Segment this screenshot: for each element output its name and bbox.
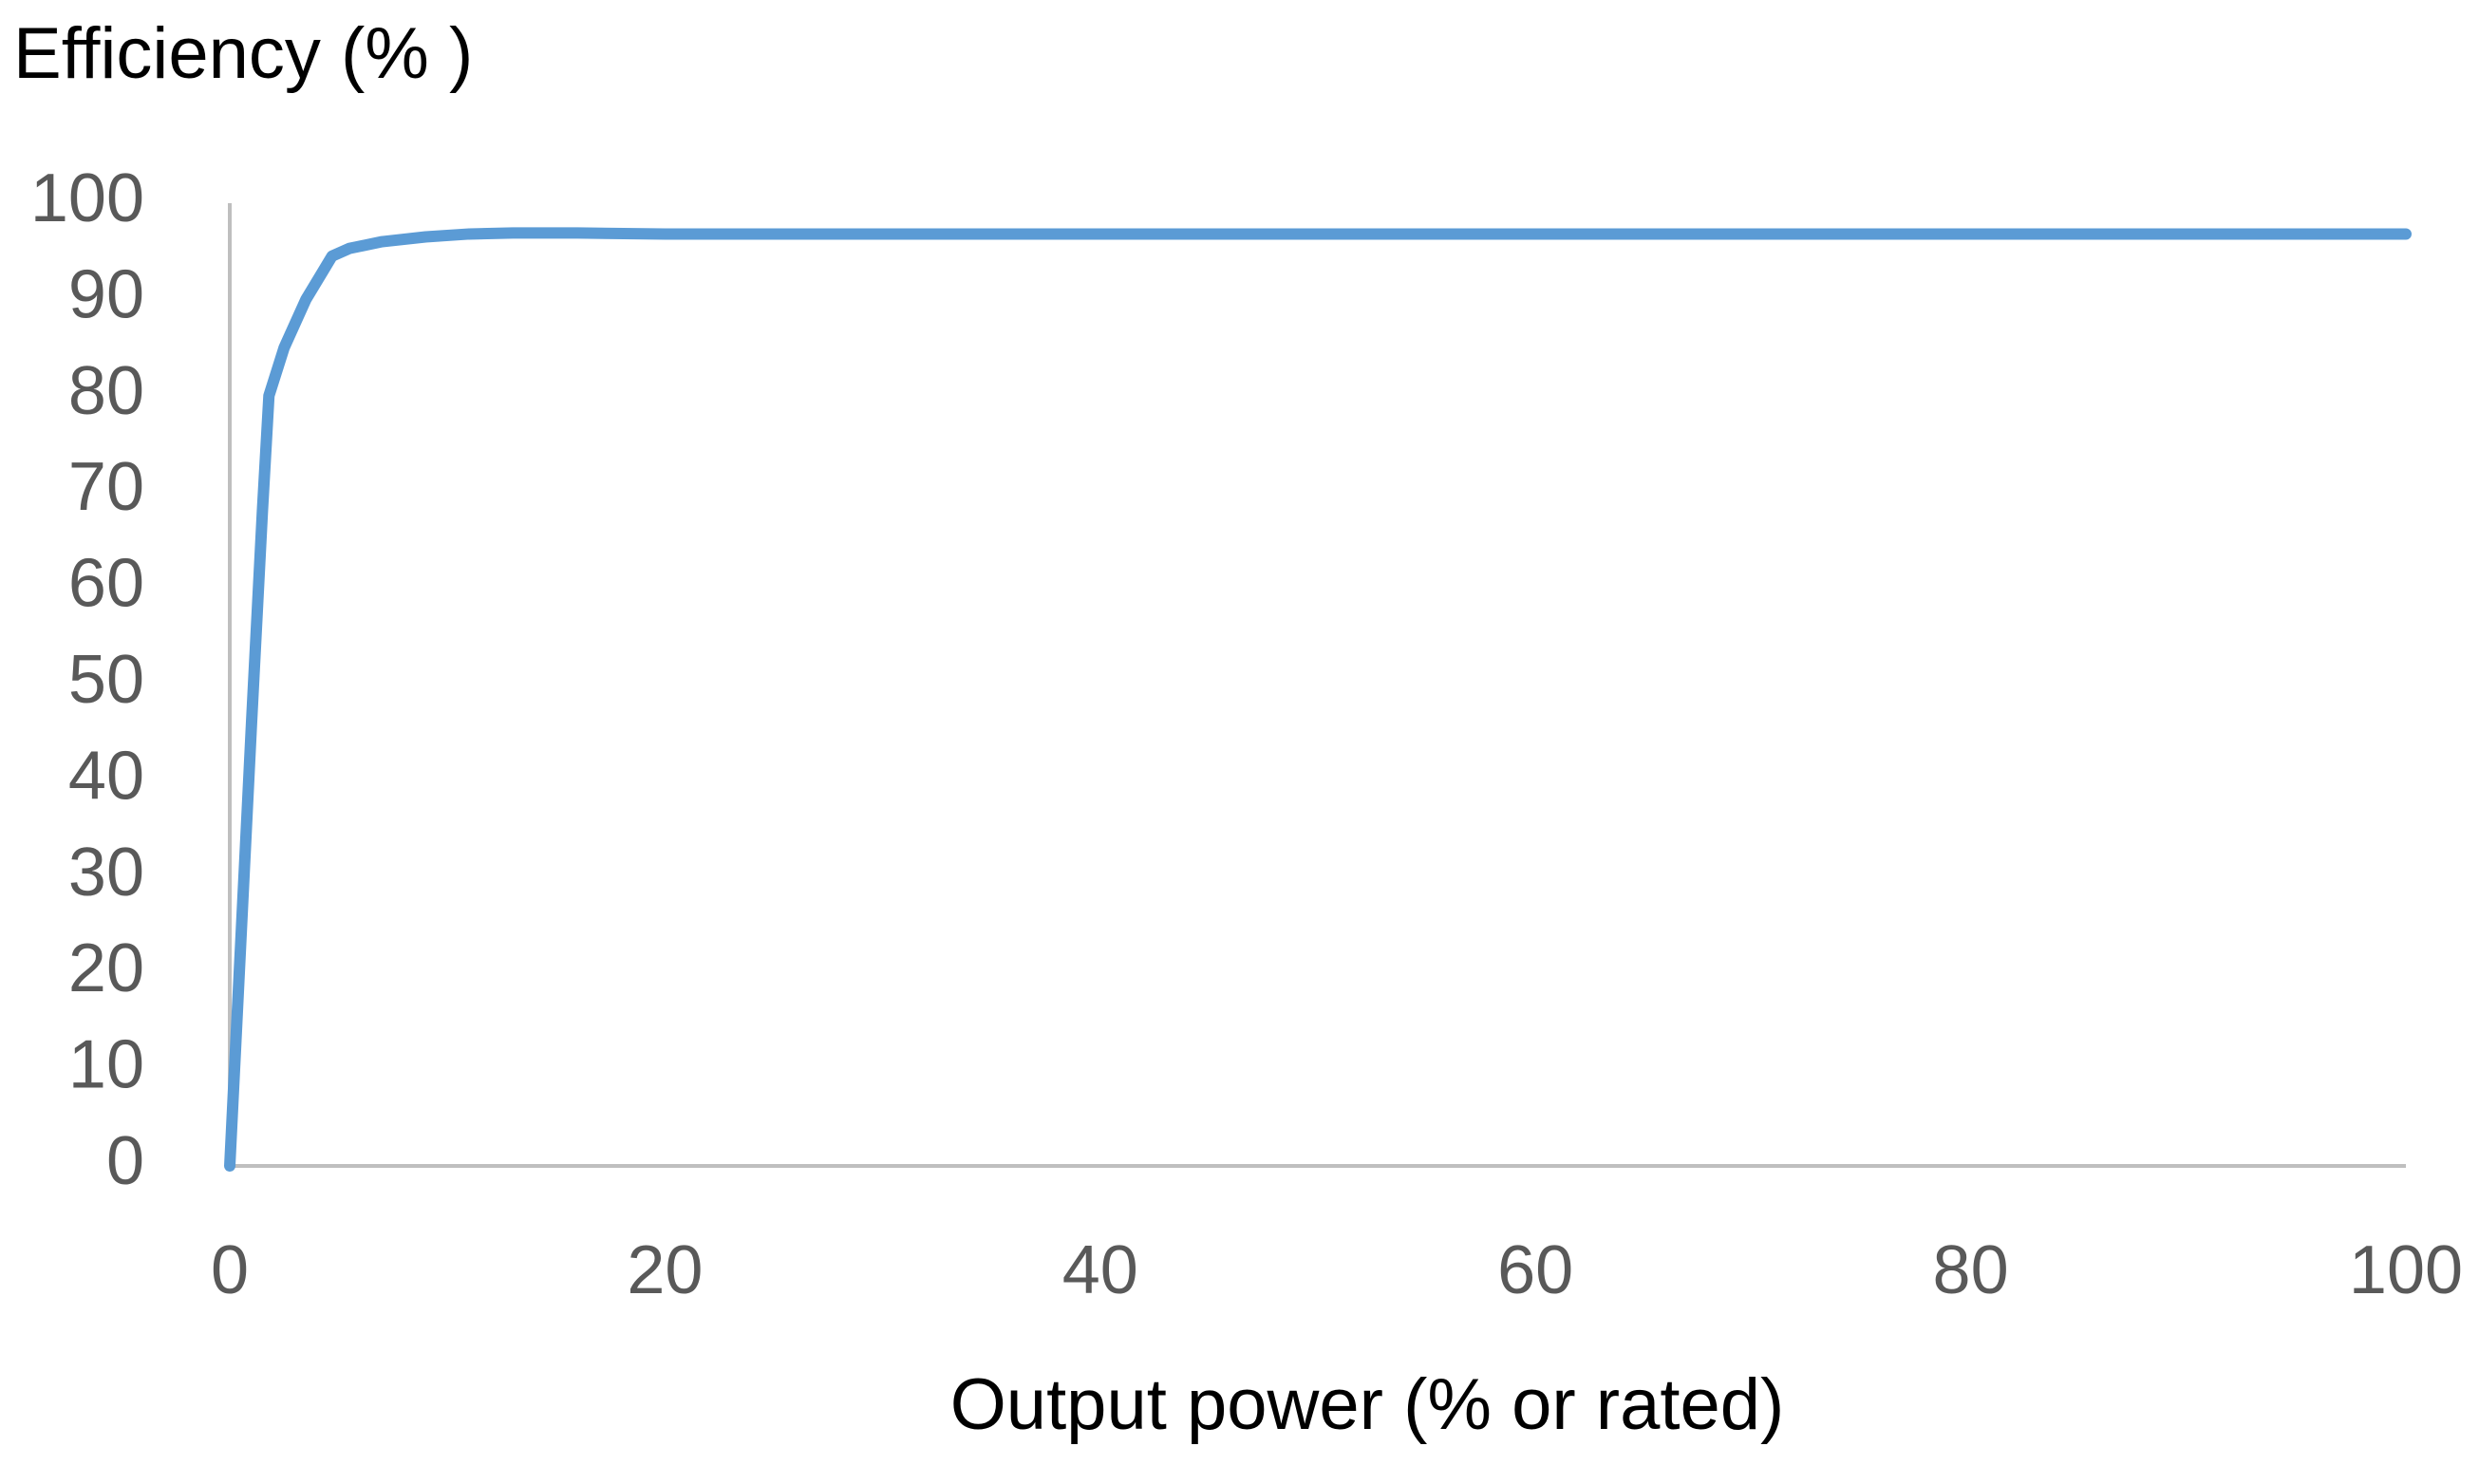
y-axis-label: Efficiency (% ) (13, 13, 473, 94)
y-tick-label: 70 (68, 449, 144, 525)
y-tick-label: 10 (68, 1027, 144, 1103)
x-tick-label: 80 (1933, 1232, 2009, 1308)
x-tick-label: 100 (2349, 1232, 2463, 1308)
y-tick-label: 90 (68, 256, 144, 332)
y-tick-label: 50 (68, 642, 144, 718)
x-axis-label: Output power (% or rated) (950, 1364, 1785, 1445)
x-tick-label: 20 (627, 1232, 703, 1308)
x-tick-label: 0 (211, 1232, 249, 1308)
x-tick-label: 40 (1062, 1232, 1138, 1308)
y-tick-label: 30 (68, 835, 144, 911)
line-series (224, 227, 2412, 1172)
x-tick-label: 60 (1497, 1232, 1573, 1308)
y-tick-label: 0 (106, 1123, 144, 1199)
y-tick-label: 80 (68, 353, 144, 429)
y-tick-label: 100 (30, 160, 144, 236)
y-tick-label: 20 (68, 930, 144, 1006)
y-tick-label: 60 (68, 546, 144, 622)
y-tick-label: 40 (68, 738, 144, 814)
